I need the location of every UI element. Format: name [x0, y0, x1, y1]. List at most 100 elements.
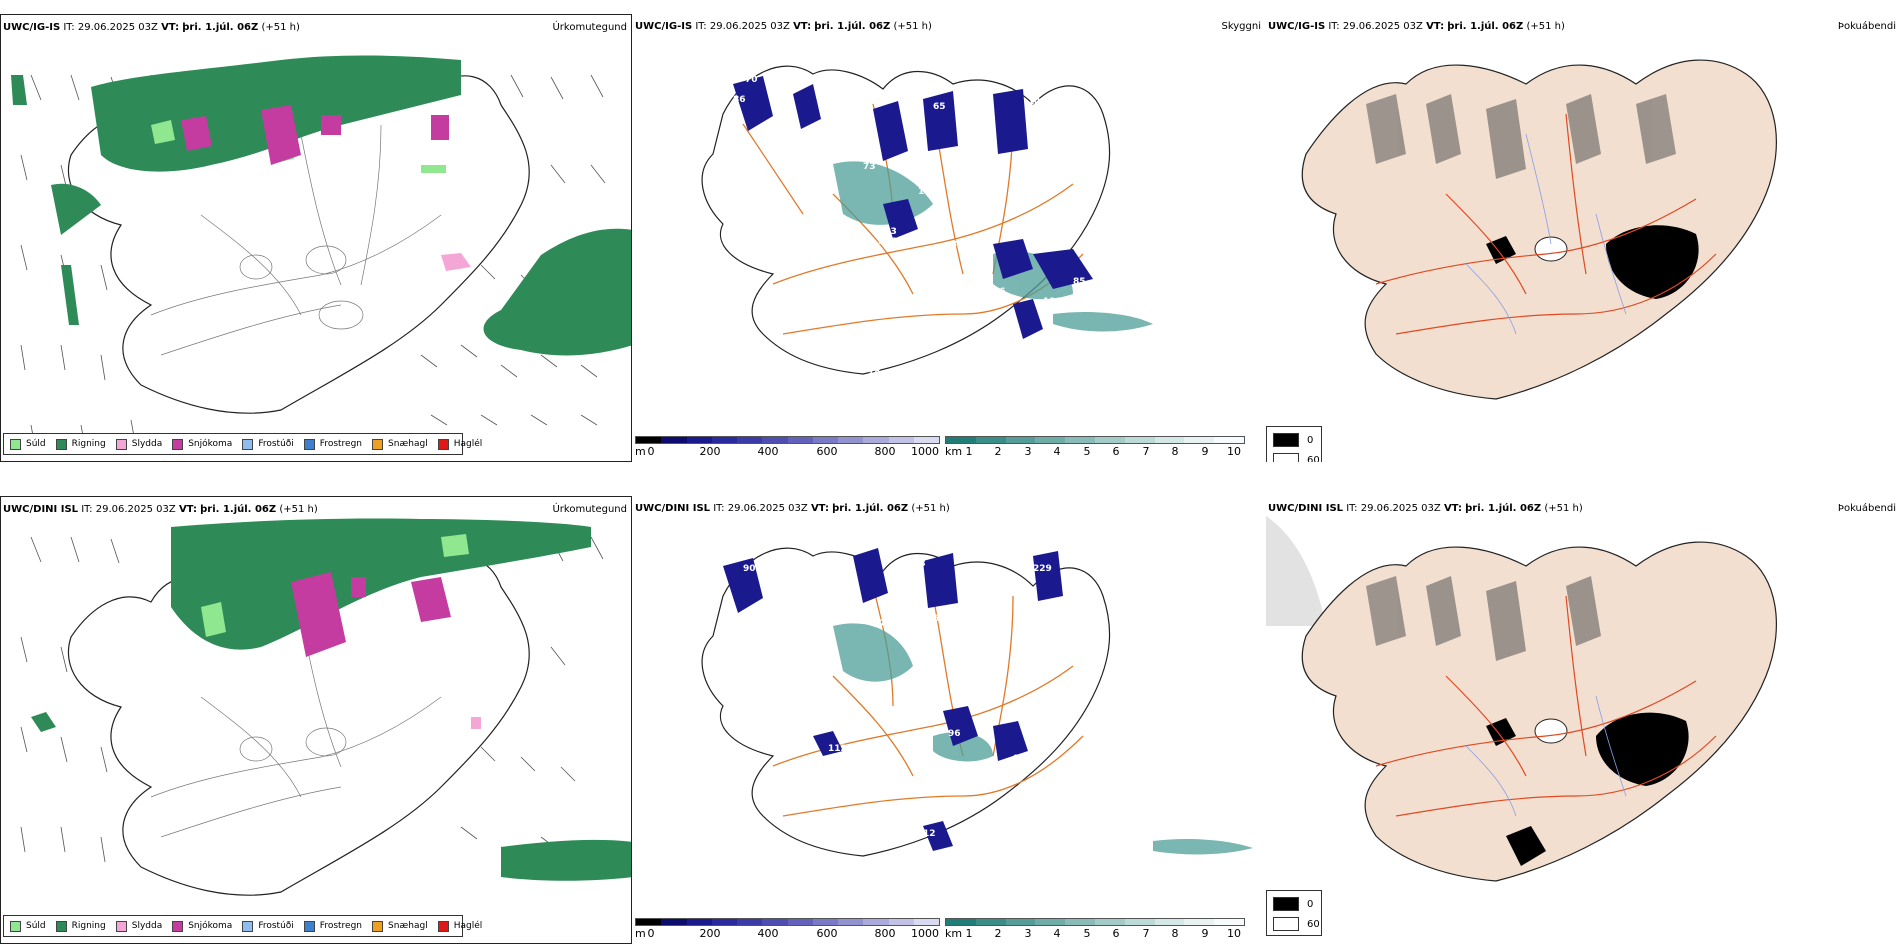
- visibility-value-label: 96: [948, 729, 961, 739]
- legend-item-hail: Haglél: [437, 920, 482, 932]
- legend-swatch: [437, 438, 449, 450]
- legend-item-snow-pellets: Snæhagl: [372, 438, 428, 450]
- visibility-panel-bottom: UWC/DINI ISL IT: 29.06.2025 03Z VT: þri.…: [633, 496, 1265, 944]
- visibility-value-label: 12: [923, 829, 936, 839]
- legend-item-sleet: Slydda: [115, 438, 162, 450]
- fog-legend-swatch: [1273, 453, 1299, 462]
- panel-title: UWC/DINI ISL IT: 29.06.2025 03Z VT: þri.…: [3, 504, 318, 515]
- visibility-value-label: 52: [813, 237, 826, 247]
- legend-swatch: [172, 438, 184, 450]
- visibility-value-label: 130: [843, 272, 862, 282]
- legend-swatch: [115, 920, 127, 932]
- panel-title: UWC/IG-IS IT: 29.06.2025 03Z VT: þri. 1.…: [3, 22, 300, 33]
- height-colorbar: m 0 200 400 600 800 1000: [635, 436, 940, 458]
- visibility-value-label: 85: [1073, 277, 1086, 287]
- legend-swatch: [10, 438, 21, 450]
- panel-title: UWC/DINI ISL IT: 29.06.2025 03Z VT: þri.…: [1268, 503, 1583, 514]
- visibility-value-label: 333: [878, 227, 897, 237]
- field-name: Úrkomutegund: [552, 22, 627, 33]
- legend-item-sleet: Slydda: [115, 920, 162, 932]
- precip-map: [11, 55, 631, 448]
- height-colorbar-strip: [635, 436, 940, 444]
- visibility-value-label: 86: [733, 95, 746, 105]
- legend-item-snow: Snjókoma: [172, 920, 232, 932]
- height-colorbar: m 0 200 400 600 800 1000: [635, 918, 940, 940]
- precip-legend: Súld Rigning Slydda Snjókoma Frostúði Fr…: [3, 915, 482, 937]
- legend-swatch: [242, 920, 254, 932]
- legend-item-freezing-rain: Frostregn: [303, 438, 362, 450]
- visibility-value-label: 80: [731, 115, 744, 125]
- legend-item-drizzle: Súld: [10, 438, 46, 450]
- visibility-value-label: 90: [743, 564, 756, 574]
- visibility-value-label: 65: [933, 102, 946, 112]
- field-name: Þokuábendi: [1837, 21, 1896, 32]
- fog-legend-swatch: [1273, 917, 1299, 931]
- visibility-value-label: 89: [1038, 774, 1051, 784]
- visibility-value-label: 90: [781, 122, 794, 132]
- visibility-value-label: 79: [918, 152, 931, 162]
- precip-map: [20, 518, 631, 896]
- field-name: Skyggni: [1221, 21, 1261, 32]
- visibility-value-label: 82: [1023, 714, 1036, 724]
- km-colorbar: km 1 2 3 4 5 6 7 8 9 10: [945, 436, 1245, 458]
- fog-legend: 0 60: [1266, 890, 1322, 936]
- legend-swatch: [303, 920, 315, 932]
- visibility-value-label: 18: [868, 367, 881, 377]
- fog-map: [1301, 59, 1777, 400]
- km-colorbar: km 1 2 3 4 5 6 7 8 9 10: [945, 918, 1245, 940]
- panel-title: UWC/IG-IS IT: 29.06.2025 03Z VT: þri. 1.…: [635, 21, 932, 32]
- legend-swatch: [303, 438, 315, 450]
- legend-item-hail: Haglél: [437, 438, 482, 450]
- visibility-value-labels: 90 88 229 212 228 97 64 96 112 96 89 82 117 89 112 71 12: [743, 559, 1107, 839]
- legend-swatch: [115, 438, 127, 450]
- visibility-value-label: 89: [1013, 754, 1026, 764]
- legend-swatch: [242, 438, 254, 450]
- fog-legend-swatch: [1273, 433, 1299, 447]
- legend-swatch: [55, 920, 67, 932]
- legend-swatch: [372, 920, 384, 932]
- height-colorbar-unit: m: [635, 927, 646, 940]
- visibility-value-label: 228: [1078, 604, 1097, 614]
- legend-item-freezing-rain: Frostregn: [303, 920, 362, 932]
- precip-panel-top: UWC/IG-IS IT: 29.06.2025 03Z VT: þri. 1.…: [0, 14, 632, 462]
- km-colorbar-unit: km: [945, 445, 963, 458]
- visibility-value-label: 64: [933, 614, 946, 624]
- visibility-value-label: 144: [1028, 97, 1047, 107]
- visibility-value-label: 107: [1048, 132, 1067, 142]
- visibility-value-label: 102: [918, 187, 937, 197]
- visibility-value-label: 212: [1073, 584, 1092, 594]
- precip-panel-bottom: UWC/DINI ISL IT: 29.06.2025 03Z VT: þri.…: [0, 496, 632, 944]
- km-colorbar-strip: [945, 436, 1245, 444]
- legend-item-freezing-drizzle: Frostúði: [242, 438, 294, 450]
- visibility-value-label: 93: [963, 277, 976, 287]
- precip-legend: Súld Rigning Slydda Snjókoma Frostúði Fr…: [3, 433, 482, 455]
- field-name: Þokuábendi: [1837, 503, 1896, 514]
- visibility-value-label: 335: [878, 237, 897, 247]
- legend-item-snow: Snjókoma: [172, 438, 232, 450]
- visibility-map: 90 88 229 212 228 97 64 96 112 96 89 82 117 89 112 71 12: [701, 547, 1253, 857]
- legend-item-rain: Rigning: [55, 920, 106, 932]
- legend-item-rain: Rigning: [55, 438, 106, 450]
- height-colorbar-strip: [635, 918, 940, 926]
- visibility-value-label: 84: [953, 207, 966, 217]
- fog-legend: 0 60: [1266, 426, 1322, 462]
- fog-panel-top: UWC/IG-IS IT: 29.06.2025 03Z VT: þri. 1.…: [1266, 14, 1900, 462]
- visibility-value-label: 70: [745, 75, 758, 85]
- visibility-panel-top: UWC/IG-IS IT: 29.06.2025 03Z VT: þri. 1.…: [633, 14, 1265, 462]
- field-name: Skyggni: [1221, 496, 1261, 497]
- height-colorbar-unit: m: [635, 445, 646, 458]
- visibility-value-label: 229: [1033, 564, 1052, 574]
- visibility-value-label: 136: [1043, 297, 1062, 307]
- visibility-value-label: 353: [951, 240, 970, 250]
- visibility-value-label: 112: [1088, 759, 1107, 769]
- fog-map: [1266, 516, 1777, 882]
- field-name: Úrkomutegund: [552, 504, 627, 515]
- visibility-value-label: 112: [828, 744, 847, 754]
- visibility-value-label: 117: [958, 784, 977, 794]
- legend-swatch: [372, 438, 384, 450]
- legend-item-drizzle: Súld: [10, 920, 46, 932]
- legend-item-snow-pellets: Snæhagl: [372, 920, 428, 932]
- legend-swatch: [10, 920, 21, 932]
- legend-swatch: [55, 438, 67, 450]
